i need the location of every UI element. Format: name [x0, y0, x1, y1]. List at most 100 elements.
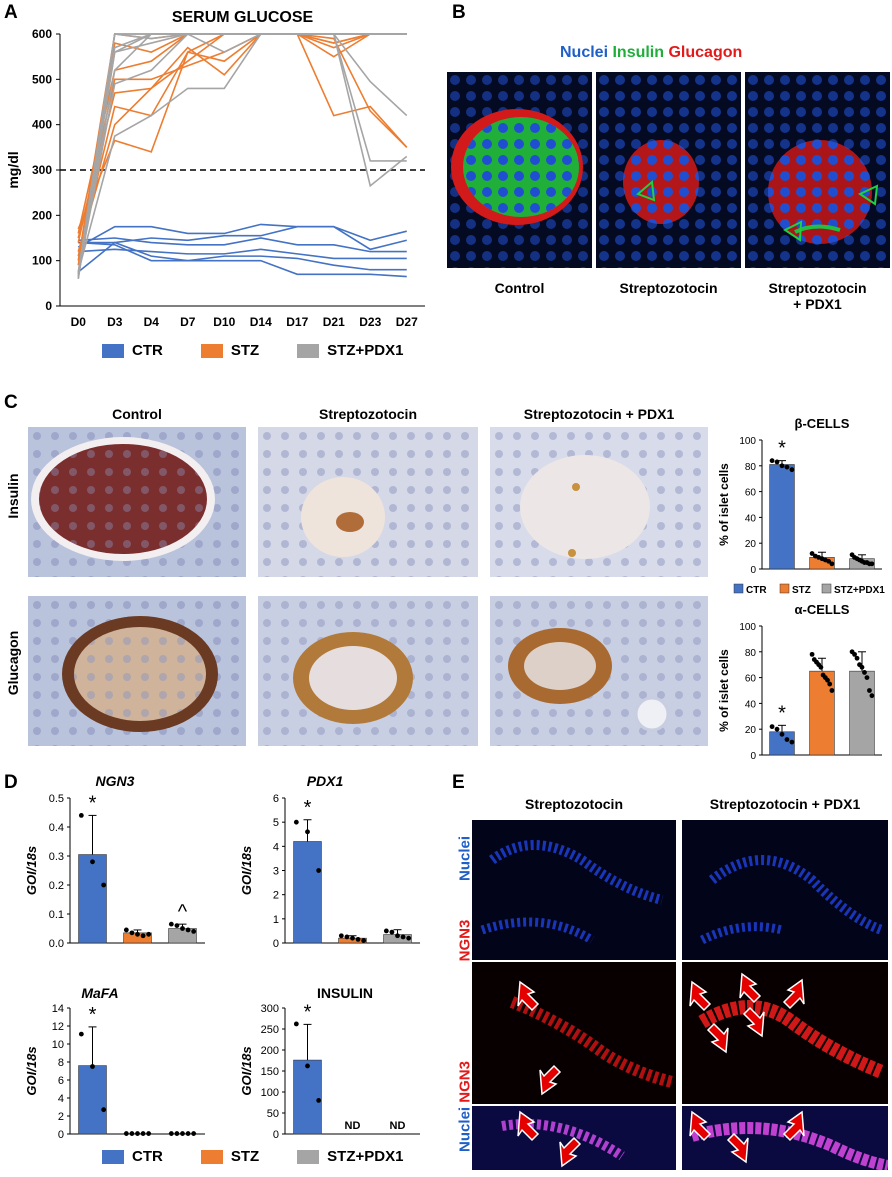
y-tick-label: 0.1 — [49, 909, 64, 921]
y-tick-label: 80 — [745, 648, 757, 659]
series-line-stz-pdx1 — [78, 34, 407, 274]
data-point — [186, 1131, 191, 1136]
y-tick-label: 0.5 — [49, 793, 64, 805]
legend-a: CTR STZ STZ+PDX1 — [102, 342, 403, 359]
y-tick-label: 300 — [32, 163, 52, 177]
panel-b-label: B — [452, 2, 466, 24]
data-point — [294, 1022, 299, 1027]
y-tick-label: 0 — [273, 1129, 279, 1141]
legend-stz: STZ — [201, 1148, 259, 1165]
bar-ctr — [294, 1060, 322, 1134]
data-point — [384, 929, 389, 934]
y-tick-label: 0.2 — [49, 880, 64, 892]
y-tick-label: 0 — [58, 1129, 64, 1141]
x-tick-label: D10 — [213, 315, 235, 329]
y-tick-label: 100 — [32, 254, 52, 268]
data-point — [345, 935, 350, 940]
x-tick-label: D3 — [107, 315, 123, 329]
y-axis-label: GOI/18s — [24, 846, 39, 895]
x-tick-label: D14 — [250, 315, 272, 329]
y-tick-label: 200 — [261, 1045, 279, 1057]
y-axis-label: GOI/18s — [239, 846, 254, 895]
significance-marker: * — [89, 792, 97, 814]
chart-title: PDX1 — [307, 773, 344, 789]
c-row-glucagon: Glucagon — [5, 628, 21, 698]
ihc-insulin-stz — [258, 427, 478, 577]
data-point — [818, 665, 823, 670]
legend-pdx1: STZ+PDX1 — [297, 1148, 403, 1165]
data-point — [401, 935, 406, 940]
legend-label: STZ — [231, 1148, 259, 1165]
legend-swatch — [102, 1150, 124, 1164]
e-row-ngn3: NGN3 — [457, 896, 474, 986]
ihc-insulin-pdx1 — [490, 427, 708, 577]
data-point — [124, 928, 129, 933]
data-point — [770, 458, 775, 463]
y-tick-label: 14 — [52, 1003, 64, 1015]
legend-swatch — [297, 344, 319, 358]
data-point — [305, 1064, 310, 1069]
data-point — [810, 652, 815, 657]
y-axis-label: GOI/18s — [24, 1046, 39, 1095]
y-tick-label: 100 — [261, 1087, 279, 1099]
legend-label: STZ+PDX1 — [834, 585, 885, 596]
y-tick-label: 0 — [273, 938, 279, 950]
significance-marker: * — [778, 438, 786, 460]
ihc-glucagon-control — [28, 596, 246, 746]
data-point — [191, 929, 196, 934]
data-point — [141, 1131, 146, 1136]
series-line-ctr — [78, 243, 407, 272]
series-line-stz — [78, 34, 407, 265]
legend-label: CTR — [132, 342, 163, 359]
y-tick-label: 6 — [58, 1075, 64, 1087]
y-axis-label: % of islet cells — [717, 649, 731, 732]
data-point — [361, 938, 366, 943]
series-line-ctr — [78, 227, 407, 250]
data-point — [780, 463, 785, 468]
y-axis-label: GOI/18s — [239, 1046, 254, 1095]
y-tick-label: 3 — [273, 866, 279, 878]
legend-label: STZ+PDX1 — [327, 342, 403, 359]
data-point — [785, 465, 790, 470]
ihc-glucagon-stz — [258, 596, 478, 746]
e-col-stz: Streptozotocin — [472, 796, 676, 812]
y-tick-label: 2 — [58, 1111, 64, 1123]
data-point — [775, 460, 780, 465]
e-img-nuclei-pdx1 — [682, 820, 888, 960]
data-point — [830, 688, 835, 693]
legend-swatch — [734, 584, 743, 593]
data-point — [830, 561, 835, 566]
significance-marker: * — [89, 1004, 97, 1026]
bar-ctr — [79, 855, 107, 943]
data-point — [79, 813, 84, 818]
data-point — [316, 1098, 321, 1103]
e-row-merge: Nuclei NGN3 — [457, 1037, 474, 1177]
x-tick-label: D27 — [396, 315, 418, 329]
y-tick-label: 12 — [52, 1021, 64, 1033]
panel-c-label: C — [4, 392, 18, 414]
y-tick-label: 0 — [45, 299, 52, 313]
data-point — [180, 926, 185, 931]
data-point — [135, 1131, 140, 1136]
chart-title: β-CELLS — [795, 416, 850, 431]
data-point — [775, 727, 780, 732]
y-axis-label: % of islet cells — [717, 463, 731, 546]
legend-pdx1: STZ+PDX1 — [297, 342, 403, 359]
e-img-ngn3-pdx1 — [682, 962, 888, 1104]
data-point — [770, 724, 775, 729]
significance-marker: * — [304, 797, 312, 819]
chart-title: MaFA — [81, 985, 118, 1001]
data-point — [135, 932, 140, 937]
panel-e-label: E — [452, 772, 465, 794]
y-tick-label: 60 — [745, 674, 757, 685]
ihc-glucagon-pdx1 — [490, 596, 708, 746]
data-point — [294, 820, 299, 825]
data-point — [867, 688, 872, 693]
x-tick-label: D7 — [180, 315, 196, 329]
y-tick-label: 20 — [745, 725, 757, 736]
caption-pdx1: Streptozotocin + PDX1 — [745, 280, 890, 312]
data-point — [356, 937, 361, 942]
data-point — [169, 1131, 174, 1136]
